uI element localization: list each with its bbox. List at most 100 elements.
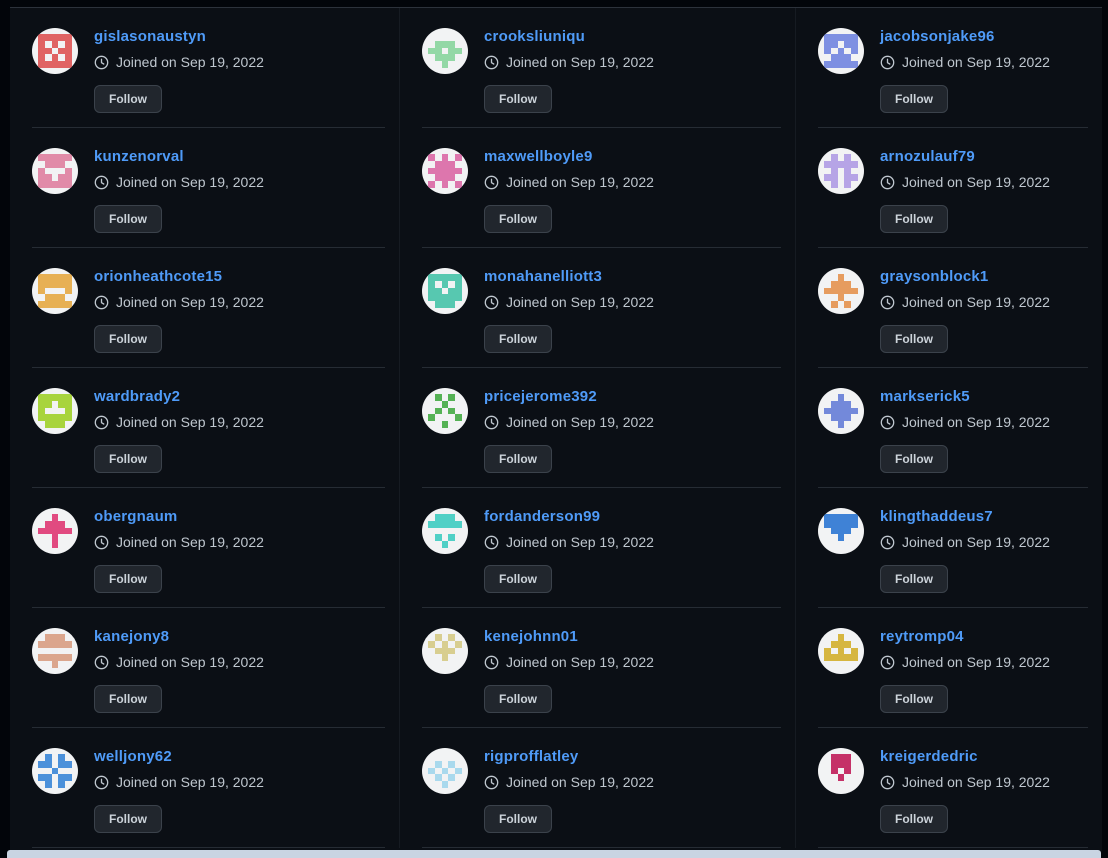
username-link[interactable]: monahanelliott3	[484, 268, 603, 285]
follow-button[interactable]: Follow	[484, 205, 552, 233]
avatar-pixel	[58, 781, 66, 788]
avatar-pixel	[58, 181, 66, 188]
avatar[interactable]	[32, 628, 78, 674]
avatar-pixel	[455, 541, 462, 548]
username-link[interactable]: jacobsonjake96	[880, 28, 995, 45]
follow-button[interactable]: Follow	[880, 325, 948, 353]
joined-row: Joined on Sep 19, 2022	[484, 414, 787, 430]
avatar[interactable]	[422, 148, 468, 194]
username-link[interactable]: obergnaum	[94, 508, 178, 525]
avatar[interactable]	[422, 28, 468, 74]
avatar[interactable]	[32, 28, 78, 74]
joined-row: Joined on Sep 19, 2022	[484, 54, 787, 70]
avatar-pixel	[58, 394, 66, 401]
username-link[interactable]: welljony62	[94, 748, 172, 765]
avatar[interactable]	[818, 148, 864, 194]
avatar[interactable]	[422, 268, 468, 314]
follow-button[interactable]: Follow	[880, 565, 948, 593]
avatar-pixel	[448, 274, 456, 281]
follow-button[interactable]: Follow	[94, 685, 162, 713]
username-link[interactable]: graysonblock1	[880, 268, 989, 285]
follow-button[interactable]: Follow	[880, 445, 948, 473]
avatar-pixel	[428, 414, 435, 422]
avatar-pixel	[38, 154, 45, 161]
avatar-pixel	[38, 47, 45, 55]
username-link[interactable]: maxwellboyle9	[484, 148, 593, 165]
avatar-pixel	[65, 161, 72, 168]
avatar-pixel	[65, 407, 72, 415]
follow-button[interactable]: Follow	[880, 685, 948, 713]
follow-button[interactable]: Follow	[484, 445, 552, 473]
username-link[interactable]: markserick5	[880, 388, 970, 405]
follow-button[interactable]: Follow	[94, 445, 162, 473]
avatar-pixel	[851, 274, 858, 281]
avatar-pixel	[65, 400, 72, 408]
username-link[interactable]: orionheathcote15	[94, 268, 223, 285]
avatar-pixel	[441, 767, 449, 775]
username-link[interactable]: rigprofflatley	[484, 748, 579, 765]
joined-text: Joined on Sep 19, 2022	[902, 774, 1050, 790]
avatar-pixel	[851, 520, 858, 528]
avatar[interactable]	[422, 388, 468, 434]
avatar-pixel	[851, 168, 858, 175]
follow-button[interactable]: Follow	[880, 805, 948, 833]
username-link[interactable]: kunzenorval	[94, 148, 184, 165]
follow-button[interactable]: Follow	[484, 565, 552, 593]
username-link[interactable]: crooksliuniqu	[484, 28, 585, 45]
follow-button[interactable]: Follow	[94, 805, 162, 833]
avatar-pixel	[58, 534, 65, 541]
avatar[interactable]	[422, 748, 468, 794]
avatar-pixel	[428, 654, 435, 661]
avatar[interactable]	[818, 388, 864, 434]
avatar[interactable]	[818, 508, 864, 554]
avatar-pixel	[448, 287, 456, 295]
follow-button[interactable]: Follow	[484, 685, 552, 713]
username-link[interactable]: klingthaddeus7	[880, 508, 993, 525]
username-link[interactable]: arnozulauf79	[880, 148, 975, 165]
follow-button[interactable]: Follow	[484, 85, 552, 113]
avatar-pixel	[851, 421, 858, 428]
avatar[interactable]	[818, 268, 864, 314]
username-link[interactable]: reytromp04	[880, 628, 964, 645]
avatar-pixel	[844, 527, 852, 535]
username-link[interactable]: pricejerome392	[484, 388, 597, 405]
avatar-pixel	[844, 754, 852, 761]
avatar-pixel	[448, 54, 456, 62]
follow-button[interactable]: Follow	[484, 805, 552, 833]
avatar[interactable]	[32, 748, 78, 794]
avatar[interactable]	[32, 508, 78, 554]
avatar[interactable]	[818, 28, 864, 74]
avatar-pixel	[838, 661, 845, 668]
avatar[interactable]	[32, 268, 78, 314]
follow-button[interactable]: Follow	[94, 325, 162, 353]
follow-button[interactable]: Follow	[880, 85, 948, 113]
username-link[interactable]: kanejony8	[94, 628, 170, 645]
follow-button[interactable]: Follow	[94, 205, 162, 233]
username-link[interactable]: kreigerdedric	[880, 748, 978, 765]
avatar[interactable]	[422, 628, 468, 674]
avatar-pixel	[441, 167, 449, 175]
user-card-body: kanejony8 Joined on Sep 19, 2022 Follow	[94, 628, 399, 713]
username-link[interactable]: gislasonaustyn	[94, 28, 206, 45]
avatar[interactable]	[422, 508, 468, 554]
avatar-pixel	[442, 774, 449, 781]
avatar[interactable]	[818, 628, 864, 674]
avatar-pixel	[65, 181, 72, 188]
avatar-pixel	[441, 160, 449, 168]
user-card-body: kunzenorval Joined on Sep 19, 2022 Follo…	[94, 148, 399, 233]
avatar[interactable]	[32, 388, 78, 434]
username-link[interactable]: fordanderson99	[484, 508, 601, 525]
avatar-pixel	[824, 394, 831, 401]
avatar[interactable]	[818, 748, 864, 794]
avatar[interactable]	[32, 148, 78, 194]
user-card: monahanelliott3 Joined on Sep 19, 2022 F…	[400, 248, 796, 368]
avatar-pixel	[44, 421, 52, 428]
follow-button[interactable]: Follow	[880, 205, 948, 233]
follow-button[interactable]: Follow	[94, 565, 162, 593]
avatar-pixel	[851, 154, 858, 161]
avatar-pixel	[830, 40, 838, 48]
follow-button[interactable]: Follow	[94, 85, 162, 113]
follow-button[interactable]: Follow	[484, 325, 552, 353]
username-link[interactable]: kenejohnn01	[484, 628, 578, 645]
username-link[interactable]: wardbrady2	[94, 388, 181, 405]
